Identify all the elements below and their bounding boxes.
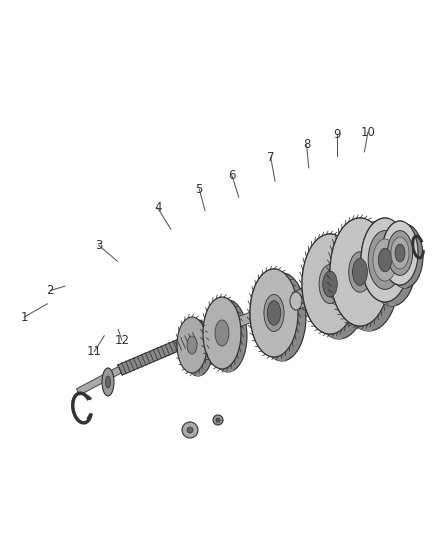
Ellipse shape xyxy=(177,317,207,373)
Ellipse shape xyxy=(387,224,423,288)
Ellipse shape xyxy=(250,269,298,357)
Text: 8: 8 xyxy=(303,139,310,151)
Ellipse shape xyxy=(213,415,223,425)
Ellipse shape xyxy=(106,376,110,388)
Ellipse shape xyxy=(290,292,302,310)
Ellipse shape xyxy=(258,273,306,361)
Text: 7: 7 xyxy=(267,151,275,164)
Polygon shape xyxy=(382,221,408,288)
Ellipse shape xyxy=(382,221,418,285)
Ellipse shape xyxy=(353,259,367,286)
Ellipse shape xyxy=(378,248,392,272)
Text: 11: 11 xyxy=(87,345,102,358)
Ellipse shape xyxy=(368,231,402,289)
Ellipse shape xyxy=(216,418,220,422)
Ellipse shape xyxy=(203,297,241,369)
Text: 3: 3 xyxy=(95,239,102,252)
Ellipse shape xyxy=(209,300,247,372)
Ellipse shape xyxy=(387,231,413,276)
Text: 5: 5 xyxy=(196,183,203,196)
Ellipse shape xyxy=(182,422,198,438)
Text: 4: 4 xyxy=(154,201,162,214)
Text: 6: 6 xyxy=(228,169,236,182)
Text: 9: 9 xyxy=(333,128,341,141)
Ellipse shape xyxy=(267,301,281,325)
Polygon shape xyxy=(292,283,322,309)
Ellipse shape xyxy=(368,222,416,306)
Ellipse shape xyxy=(395,244,405,262)
Ellipse shape xyxy=(373,239,397,281)
Ellipse shape xyxy=(349,252,371,292)
Text: 2: 2 xyxy=(46,284,54,297)
Text: 10: 10 xyxy=(360,126,375,139)
Polygon shape xyxy=(203,297,234,372)
Text: 12: 12 xyxy=(114,334,129,346)
Polygon shape xyxy=(299,264,396,302)
Ellipse shape xyxy=(311,239,367,339)
Polygon shape xyxy=(118,333,197,375)
Text: 1: 1 xyxy=(20,311,28,324)
Ellipse shape xyxy=(302,234,358,334)
Polygon shape xyxy=(330,218,374,331)
Polygon shape xyxy=(76,364,127,395)
Ellipse shape xyxy=(187,427,193,433)
Ellipse shape xyxy=(183,320,213,376)
Ellipse shape xyxy=(312,282,324,300)
Ellipse shape xyxy=(102,368,114,396)
Ellipse shape xyxy=(187,336,197,354)
Ellipse shape xyxy=(323,271,337,297)
Polygon shape xyxy=(183,290,312,346)
Ellipse shape xyxy=(330,218,390,326)
Ellipse shape xyxy=(215,320,229,346)
Polygon shape xyxy=(250,269,286,361)
Ellipse shape xyxy=(264,295,284,332)
Ellipse shape xyxy=(319,264,341,303)
Ellipse shape xyxy=(339,223,399,331)
Ellipse shape xyxy=(391,237,409,269)
Polygon shape xyxy=(177,317,203,376)
Polygon shape xyxy=(302,234,343,339)
Polygon shape xyxy=(361,218,396,306)
Ellipse shape xyxy=(361,218,409,302)
